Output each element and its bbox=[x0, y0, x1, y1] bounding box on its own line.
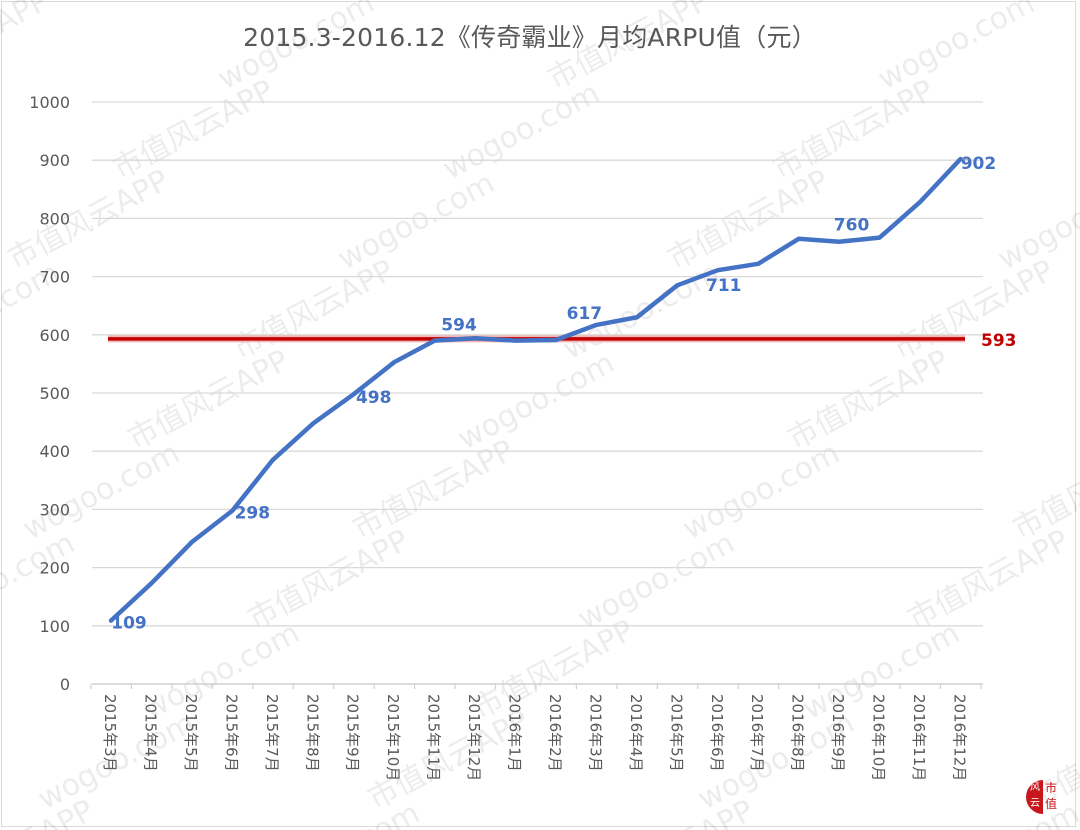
x-tick-label: 2016年3月 bbox=[586, 694, 604, 772]
x-tick-label: 2015年6月 bbox=[222, 694, 240, 772]
data-label: 617 bbox=[567, 304, 603, 324]
watermark-text: 市值风云APP bbox=[662, 163, 834, 277]
watermark-text: 市值风云APP bbox=[227, 253, 399, 367]
x-tick-label: 2015年11月 bbox=[425, 694, 443, 781]
y-tick-label: 100 bbox=[39, 617, 70, 636]
x-tick-label: 2016年2月 bbox=[546, 694, 564, 772]
gridlines bbox=[92, 101, 983, 627]
y-tick-label: 900 bbox=[39, 151, 70, 170]
watermark-text: 市值风云APP bbox=[542, 0, 714, 97]
watermark-text: 市值风云APP bbox=[587, 793, 759, 830]
watermark-text: 市值风云APP bbox=[347, 433, 519, 547]
data-labels: 109 298 498 594 617 711 760 902 bbox=[111, 154, 996, 634]
y-tick-label: 500 bbox=[39, 384, 70, 403]
data-label: 760 bbox=[834, 216, 870, 236]
x-tick-label: 2016年5月 bbox=[667, 694, 685, 772]
x-tick-label: 2016年7月 bbox=[748, 694, 766, 772]
y-tick-label: 700 bbox=[39, 268, 70, 287]
watermark-text: 市值风云APP bbox=[107, 73, 279, 187]
data-label: 902 bbox=[961, 154, 997, 174]
data-label: 594 bbox=[441, 315, 477, 335]
logo-text: 市值 bbox=[1045, 781, 1058, 811]
y-tick-label: 800 bbox=[39, 209, 70, 228]
x-tick-label: 2016年12月 bbox=[950, 694, 968, 781]
y-axis: 0 100 200 300 400 500 600 700 800 900 1000 bbox=[29, 93, 70, 694]
x-tick-label: 2016年9月 bbox=[829, 694, 847, 772]
y-tick-label: 600 bbox=[39, 326, 70, 345]
x-tick-label: 2015年5月 bbox=[182, 694, 200, 772]
watermark-text: wogoo.com bbox=[437, 76, 605, 188]
x-axis: 2015年3月 2015年4月 2015年5月 2015年6月 2015年7月 2015年… bbox=[90, 683, 983, 781]
x-tick-label: 2016年6月 bbox=[708, 694, 726, 772]
watermark-text: wogoo.com bbox=[257, 796, 425, 830]
x-tick-label: 2016年4月 bbox=[627, 694, 645, 772]
x-tick-label: 2015年3月 bbox=[101, 694, 119, 772]
y-tick-label: 300 bbox=[39, 500, 70, 519]
watermark-text: 市值风云APP bbox=[2, 163, 174, 277]
data-label: 298 bbox=[235, 504, 271, 524]
x-tick-label: 2015年9月 bbox=[344, 694, 362, 772]
logo-mark: 风云 bbox=[1026, 780, 1043, 814]
y-tick-label: 400 bbox=[39, 442, 70, 461]
watermark-text: 市值风云APP bbox=[767, 73, 939, 187]
watermark-text: wogoo.com bbox=[452, 346, 620, 458]
x-tick-label: 2016年1月 bbox=[506, 694, 524, 772]
watermark-text: 市值风云APP bbox=[242, 523, 414, 637]
label-leader-line bbox=[962, 158, 969, 161]
y-tick-label: 0 bbox=[60, 675, 70, 694]
watermark-text: 市值风云APP bbox=[902, 523, 1074, 637]
reference-line-label: 593 bbox=[981, 331, 1017, 351]
watermark-text: wogoo.com bbox=[212, 0, 380, 97]
watermark-text: 市值风云APP bbox=[0, 0, 55, 97]
watermark-text: wogoo.com bbox=[332, 166, 500, 278]
x-tick-label: 2016年10月 bbox=[870, 694, 888, 781]
x-tick-label: 2015年7月 bbox=[263, 694, 281, 772]
x-tick-label: 2016年8月 bbox=[789, 694, 807, 772]
y-tick-label: 200 bbox=[39, 559, 70, 578]
x-tick-label: 2015年4月 bbox=[141, 694, 159, 772]
x-tick-label: 2015年10月 bbox=[384, 694, 402, 781]
watermark-text: wogoo.com bbox=[872, 0, 1040, 97]
watermark-text: 市值风云APP bbox=[887, 253, 1059, 367]
watermark-text: 市值风云APP bbox=[122, 343, 294, 457]
watermark-text: 市值风云APP bbox=[782, 343, 954, 457]
chart-title: 2015.3-2016.12《传奇霸业》月均ARPU值（元） bbox=[243, 23, 817, 52]
data-label: 498 bbox=[356, 388, 392, 408]
y-tick-label: 1000 bbox=[29, 93, 70, 112]
arpu-series-line bbox=[108, 156, 963, 623]
x-tick-label: 2015年8月 bbox=[303, 694, 321, 772]
x-tick-label: 2016年11月 bbox=[910, 694, 928, 781]
brand-logo: 风云 市值 bbox=[1026, 776, 1066, 816]
x-tick-label: 2015年12月 bbox=[465, 694, 483, 781]
data-label: 711 bbox=[706, 276, 742, 296]
watermark-text: wogoo.com bbox=[572, 526, 740, 638]
data-label: 109 bbox=[111, 614, 147, 634]
series-line bbox=[108, 156, 963, 623]
watermark-text: wogoo.com bbox=[677, 436, 845, 548]
